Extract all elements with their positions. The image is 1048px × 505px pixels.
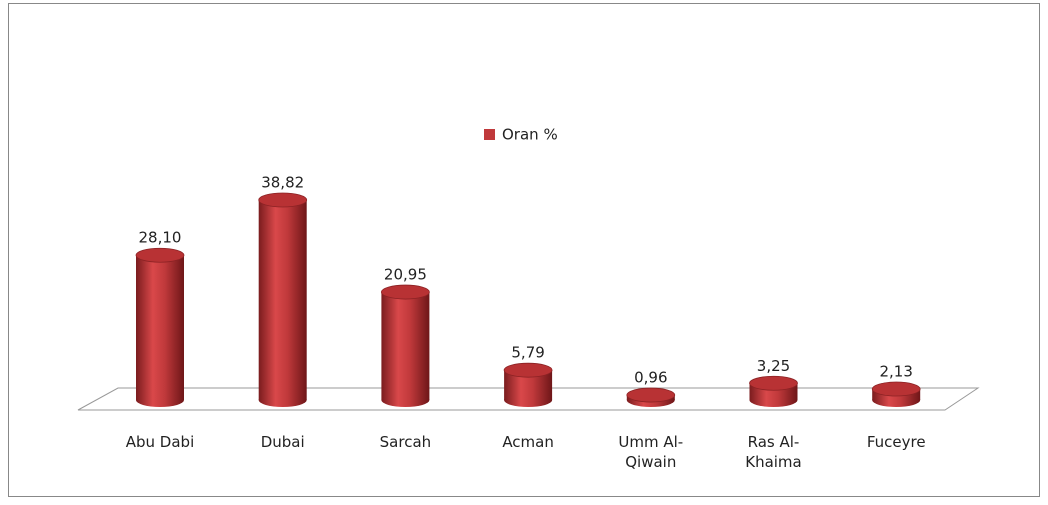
- x-tick-label: Ras Al-Khaima: [745, 433, 802, 471]
- legend-swatch: [484, 129, 495, 140]
- bar-top: [258, 192, 308, 208]
- x-tick-label: Abu Dabi: [125, 433, 195, 451]
- x-tick-label: Umm Al-Qiwain: [618, 433, 684, 471]
- data-label: 20,95: [384, 266, 427, 284]
- bar: [135, 247, 185, 407]
- x-tick-label: Dubai: [260, 433, 305, 451]
- bar-top: [503, 362, 553, 378]
- data-label: 28,10: [139, 229, 182, 247]
- data-label: 0,96: [634, 369, 667, 387]
- frame: [8, 3, 1040, 497]
- bar: [380, 284, 430, 407]
- data-label: 5,79: [511, 344, 544, 362]
- bar-body: [136, 255, 184, 400]
- legend-label: Oran %: [502, 126, 558, 144]
- bar-body: [381, 292, 430, 400]
- bar-top: [380, 284, 430, 300]
- bar-body: [258, 200, 307, 400]
- bar: [749, 375, 798, 407]
- bar-top: [626, 387, 676, 403]
- data-label: 3,25: [757, 357, 790, 375]
- x-tick-label: Acman: [502, 433, 554, 451]
- bar: [871, 381, 921, 407]
- data-label: 2,13: [879, 363, 912, 381]
- bar: [503, 362, 553, 407]
- bar: [258, 192, 308, 407]
- data-label: 38,82: [261, 174, 304, 192]
- bar-top: [135, 247, 185, 263]
- bar: [626, 387, 676, 407]
- x-tick-label: Fuceyre: [866, 433, 926, 451]
- x-tick-label: Sarcah: [379, 433, 432, 451]
- bar-top: [749, 375, 798, 391]
- bar-top: [871, 381, 921, 397]
